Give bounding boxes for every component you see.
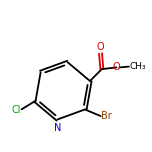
Text: O: O bbox=[97, 42, 104, 52]
Text: Cl: Cl bbox=[11, 105, 21, 115]
Text: N: N bbox=[54, 123, 61, 133]
Text: Br: Br bbox=[101, 111, 112, 121]
Text: O: O bbox=[113, 62, 120, 73]
Text: CH₃: CH₃ bbox=[129, 62, 146, 71]
